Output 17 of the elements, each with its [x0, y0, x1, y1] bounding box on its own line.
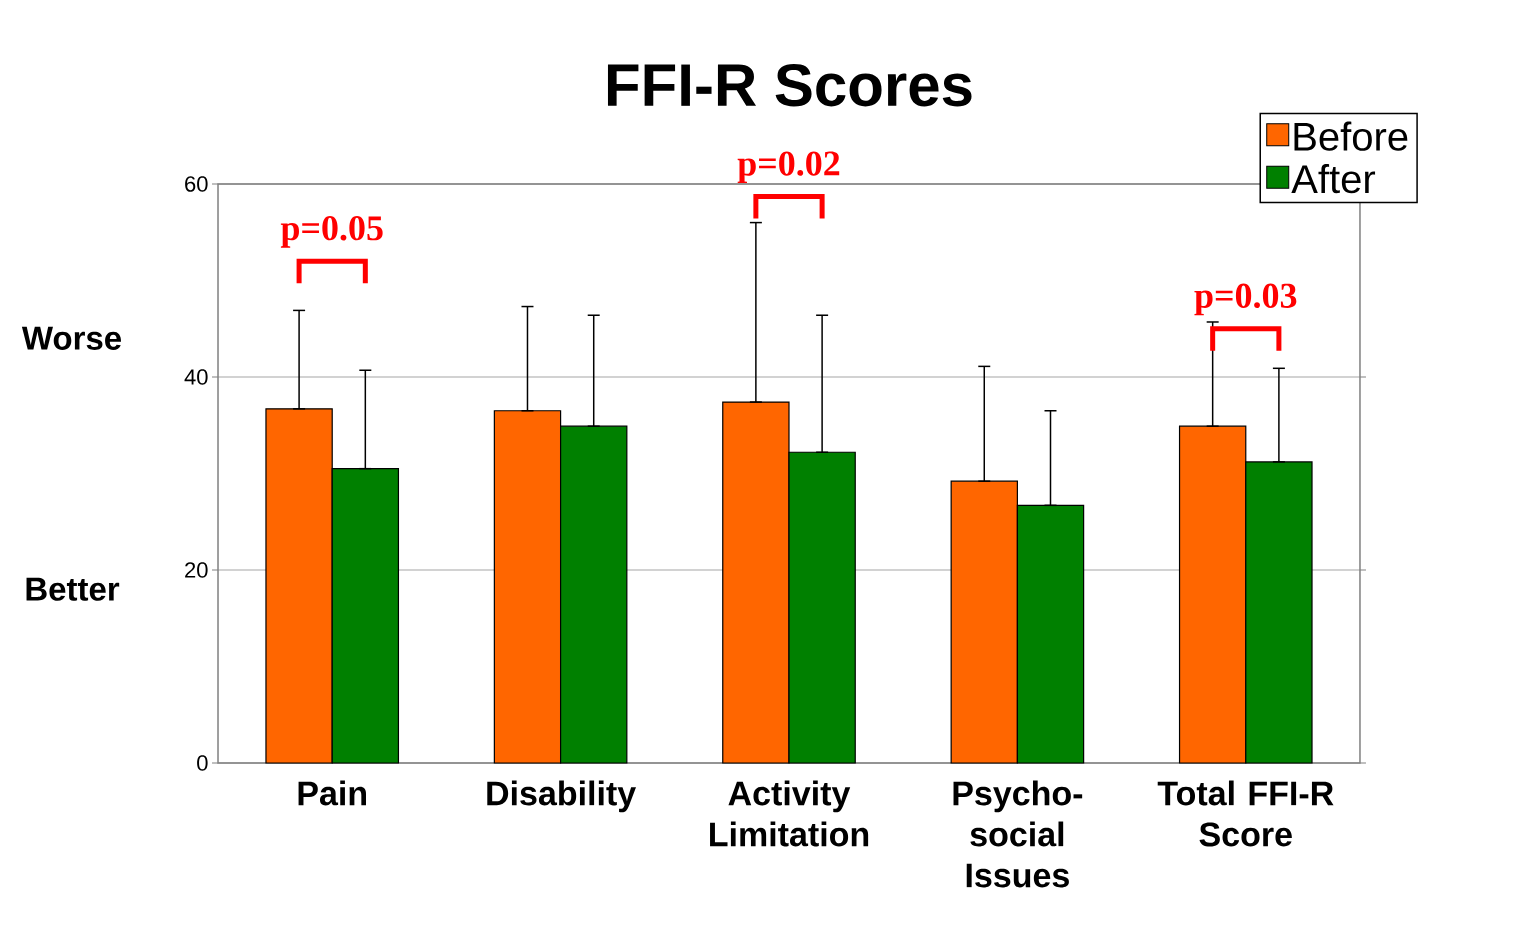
text: Better [26, 577, 120, 601]
annotation: p=0.03 [1194, 283, 1297, 316]
legend-label: Before [1294, 121, 1408, 151]
x-tick-label: Activity Limitation [710, 780, 869, 847]
y-tick-label: 20 [185, 562, 208, 578]
text: Worse [21, 326, 122, 350]
x-tick-label: Pain [298, 780, 366, 806]
x-tick-label: Disability [487, 780, 637, 813]
text: p=0.02 [737, 151, 840, 183]
x-tick-label: Total FFI-R Score [1157, 780, 1334, 847]
y-tick-label: 40 [184, 369, 208, 385]
x-tick-label: Psycho-social Issues [953, 780, 1083, 888]
y-tick-label: 60 [185, 176, 208, 192]
y-tick-label: 0 [197, 755, 208, 771]
annotation: p=0.05 [280, 216, 383, 248]
legend-label: After [1291, 163, 1376, 194]
chart-title: FFI-R Scores [607, 63, 972, 107]
